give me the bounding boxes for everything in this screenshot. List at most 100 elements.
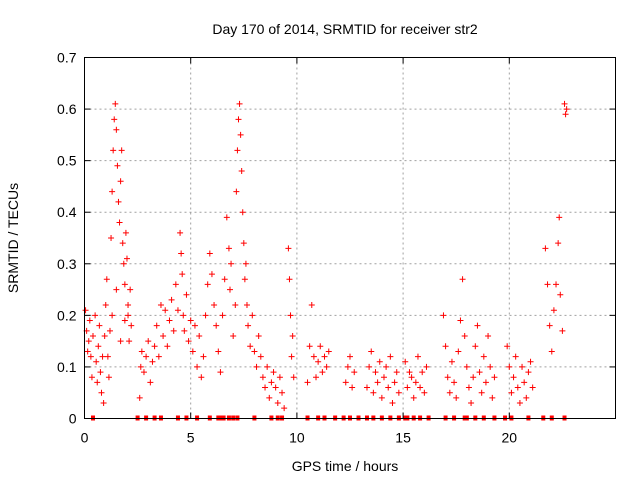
data-point <box>85 338 92 345</box>
data-point <box>559 327 566 334</box>
data-point <box>325 348 332 355</box>
data-point <box>440 312 447 319</box>
data-point <box>351 369 358 376</box>
data-point <box>404 384 411 391</box>
data-point <box>470 374 477 381</box>
data-point <box>230 332 237 339</box>
x-tick-label: 5 <box>187 430 195 446</box>
data-point <box>113 286 120 293</box>
data-point <box>542 245 549 252</box>
data-point <box>264 363 271 370</box>
data-point <box>87 353 94 360</box>
data-point <box>448 358 455 365</box>
data-point <box>276 374 283 381</box>
data-point <box>103 276 110 283</box>
data-point <box>235 116 242 123</box>
data-point <box>237 131 244 138</box>
data-point <box>108 235 115 241</box>
data-point <box>153 322 160 329</box>
data-point <box>349 384 356 391</box>
chart-title: Day 170 of 2014, SRMTID for receiver str… <box>212 21 478 37</box>
axis-ticks <box>84 57 616 419</box>
data-point <box>112 100 119 107</box>
data-point <box>317 343 324 350</box>
data-point <box>123 255 130 262</box>
data-point <box>366 363 373 370</box>
data-point <box>88 374 95 381</box>
data-point <box>240 240 247 247</box>
data-point <box>86 317 93 324</box>
data-point <box>459 276 466 283</box>
data-point <box>529 384 536 391</box>
data-point <box>119 240 126 247</box>
data-point <box>408 374 415 381</box>
data-point <box>109 188 116 195</box>
x-axis-label: GPS time / hours <box>292 458 399 474</box>
data-point <box>281 405 288 412</box>
data-point <box>170 327 177 334</box>
data-point <box>563 106 570 113</box>
data-point <box>104 353 111 360</box>
y-tick-label: 0.5 <box>57 153 77 169</box>
data-point <box>290 374 297 381</box>
data-point <box>457 317 464 324</box>
data-point <box>136 394 143 401</box>
data-point <box>204 281 211 288</box>
data-point <box>553 281 560 288</box>
data-point <box>508 389 515 396</box>
y-tick-label: 0 <box>69 411 77 427</box>
data-point <box>238 167 245 174</box>
data-point <box>389 400 396 407</box>
data-point <box>196 332 203 339</box>
data-point <box>270 369 277 376</box>
data-point <box>122 229 129 236</box>
data-point <box>380 374 387 381</box>
data-point <box>347 353 353 360</box>
data-point <box>487 363 494 370</box>
data-point <box>241 276 248 283</box>
data-point <box>111 116 118 123</box>
y-tick-labels: 0 0.1 0.2 0.3 0.4 0.5 0.6 0.7 <box>57 50 77 427</box>
data-point <box>100 400 107 407</box>
data-point <box>236 100 243 107</box>
data-point <box>372 369 379 376</box>
data-point <box>117 178 124 185</box>
data-point <box>259 374 266 381</box>
data-point <box>268 379 275 386</box>
data-point <box>94 379 101 386</box>
data-point <box>213 322 220 329</box>
data-point <box>166 317 173 324</box>
data-point <box>446 389 453 396</box>
data-point <box>465 384 472 391</box>
data-point <box>257 353 264 360</box>
data-point <box>226 286 233 293</box>
data-point <box>183 291 190 298</box>
data-point <box>368 348 375 355</box>
data-point <box>323 363 330 370</box>
data-point <box>242 260 249 267</box>
data-point <box>279 389 286 396</box>
data-point <box>194 363 201 370</box>
data-point <box>521 379 528 386</box>
data-point <box>115 198 122 205</box>
data-point <box>118 147 125 154</box>
data-point <box>113 126 120 133</box>
y-tick-label: 0.4 <box>57 204 77 220</box>
data-point <box>181 327 188 334</box>
data-point <box>93 358 100 365</box>
data-point <box>126 338 133 345</box>
data-point <box>189 348 196 355</box>
data-point <box>223 214 230 221</box>
data-point <box>310 353 317 360</box>
data-point <box>137 363 144 370</box>
data-point <box>155 353 162 360</box>
data-point <box>168 296 175 303</box>
data-point <box>287 312 294 319</box>
data-point <box>215 348 222 355</box>
data-point <box>125 302 132 309</box>
data-point <box>253 363 260 370</box>
data-point <box>562 111 569 118</box>
data-point <box>482 379 489 386</box>
data-point <box>255 332 262 339</box>
data-point <box>187 317 194 324</box>
